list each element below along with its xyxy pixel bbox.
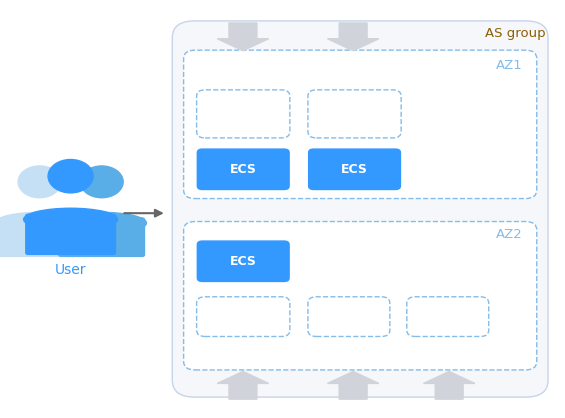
Text: ECS: ECS bbox=[230, 255, 257, 268]
FancyBboxPatch shape bbox=[184, 222, 537, 370]
FancyBboxPatch shape bbox=[58, 217, 145, 257]
FancyBboxPatch shape bbox=[197, 297, 290, 336]
Ellipse shape bbox=[0, 212, 84, 234]
FancyBboxPatch shape bbox=[308, 148, 401, 190]
Polygon shape bbox=[217, 372, 268, 399]
Circle shape bbox=[80, 166, 123, 198]
Text: AZ2: AZ2 bbox=[496, 228, 523, 241]
Text: User: User bbox=[55, 263, 86, 277]
FancyBboxPatch shape bbox=[25, 214, 116, 255]
Text: ECS: ECS bbox=[341, 163, 368, 176]
Ellipse shape bbox=[57, 212, 146, 234]
Polygon shape bbox=[328, 372, 379, 399]
FancyBboxPatch shape bbox=[197, 148, 290, 190]
FancyBboxPatch shape bbox=[184, 50, 537, 199]
FancyBboxPatch shape bbox=[407, 297, 489, 336]
FancyBboxPatch shape bbox=[308, 297, 390, 336]
Circle shape bbox=[48, 160, 93, 193]
FancyBboxPatch shape bbox=[0, 217, 83, 257]
Ellipse shape bbox=[24, 208, 118, 231]
Polygon shape bbox=[424, 372, 475, 399]
Text: ECS: ECS bbox=[230, 163, 257, 176]
FancyBboxPatch shape bbox=[197, 90, 290, 138]
FancyBboxPatch shape bbox=[172, 21, 548, 397]
Polygon shape bbox=[328, 23, 379, 51]
Polygon shape bbox=[217, 23, 268, 51]
Circle shape bbox=[18, 166, 61, 198]
FancyBboxPatch shape bbox=[308, 90, 401, 138]
FancyBboxPatch shape bbox=[197, 240, 290, 282]
Text: AZ1: AZ1 bbox=[496, 59, 523, 71]
Text: AS group: AS group bbox=[485, 27, 545, 40]
